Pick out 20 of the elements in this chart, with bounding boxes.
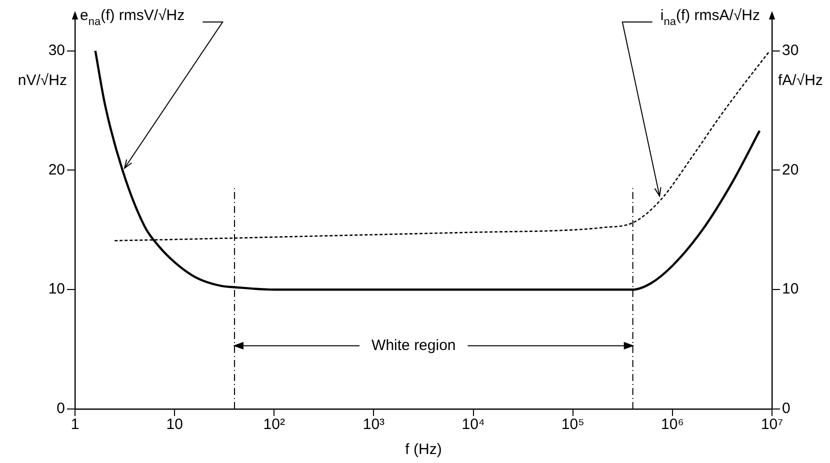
y-tick-label: 0: [56, 400, 65, 418]
x-tick-label: 10³: [362, 416, 385, 434]
x-axis-title: f (Hz): [405, 441, 442, 458]
y-tick-label: 30: [48, 42, 65, 59]
y-axis-title: nV/√Hz: [18, 72, 67, 89]
y2-tick-label: 20: [782, 161, 799, 178]
y2-tick-label: 30: [782, 42, 799, 59]
x-tick-label: 10⁷: [760, 416, 784, 434]
y-tick-label: 20: [48, 161, 65, 178]
x-tick-label: 10²: [263, 416, 285, 434]
annotation: White region: [372, 336, 456, 354]
x-tick-label: 10: [166, 416, 183, 434]
x-tick-label: 10⁴: [462, 416, 485, 434]
y2-axis-title: fA/√Hz: [778, 72, 823, 89]
x-tick-label: 10⁵: [561, 416, 584, 434]
x-tick-label: 1: [70, 416, 80, 434]
y-tick-label: 10: [48, 280, 65, 298]
y2-tick-label: 0: [782, 400, 790, 418]
x-tick-label: 10⁶: [661, 416, 684, 434]
y2-tick-label: 10: [782, 280, 799, 298]
